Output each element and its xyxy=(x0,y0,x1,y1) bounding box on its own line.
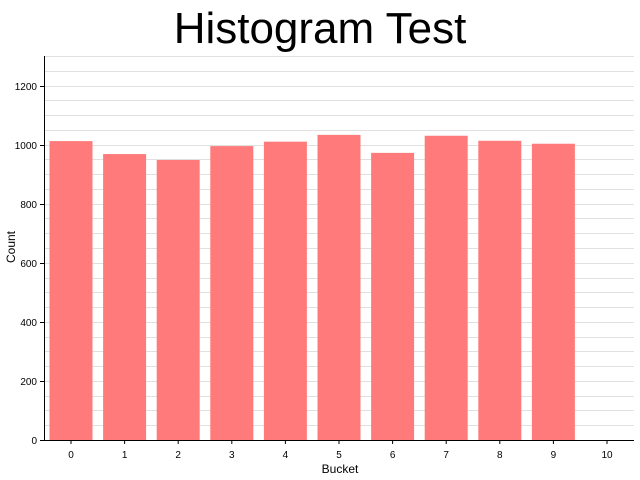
y-tick-label: 1200 xyxy=(15,82,38,93)
bars xyxy=(49,134,575,441)
bar-5 xyxy=(317,134,361,441)
x-tick-label: 2 xyxy=(175,450,181,461)
y-tick-label: 400 xyxy=(20,318,37,329)
x-tick-label: 5 xyxy=(336,450,342,461)
y-tick-label: 600 xyxy=(20,259,37,270)
chart-title: Histogram Test xyxy=(173,4,467,53)
x-tick-label: 1 xyxy=(122,450,128,461)
bar-9 xyxy=(531,143,575,440)
x-tick-label: 0 xyxy=(68,450,74,461)
y-tick-label: 0 xyxy=(31,436,37,447)
y-tick-label: 1000 xyxy=(15,141,38,152)
bar-8 xyxy=(478,140,522,440)
bar-3 xyxy=(210,146,254,441)
x-axis-label: Bucket xyxy=(322,462,359,476)
y-ticks: 0 200 400 600 800 1000 1200 xyxy=(15,82,44,447)
x-tick-label: 4 xyxy=(283,450,289,461)
x-tick-label: 8 xyxy=(497,450,503,461)
bar-1 xyxy=(103,154,147,440)
bar-6 xyxy=(371,152,415,440)
x-tick-label: 7 xyxy=(443,450,449,461)
x-tick-label: 6 xyxy=(390,450,396,461)
y-tick-label: 200 xyxy=(20,377,37,388)
x-tick-label: 10 xyxy=(601,450,613,461)
x-tick-label: 3 xyxy=(229,450,235,461)
bar-0 xyxy=(49,141,93,440)
bar-7 xyxy=(424,135,468,440)
x-tick-label: 9 xyxy=(551,450,557,461)
y-axis-label: Count xyxy=(4,230,18,263)
bar-4 xyxy=(263,141,307,440)
bar-2 xyxy=(156,159,200,440)
x-ticks: 0 1 2 3 4 5 6 7 8 9 10 xyxy=(68,440,613,461)
y-tick-label: 800 xyxy=(20,200,37,211)
